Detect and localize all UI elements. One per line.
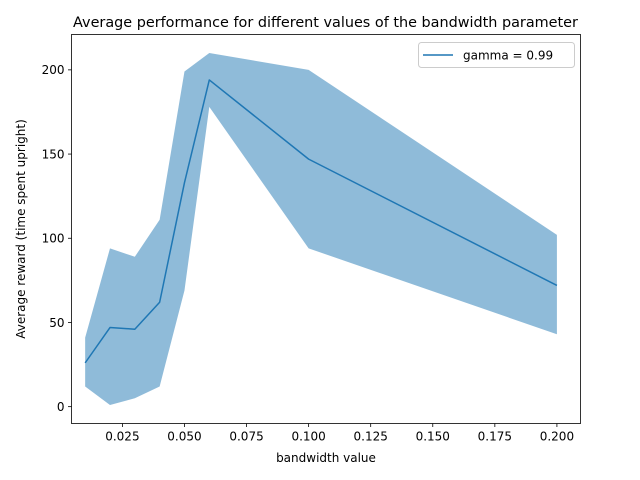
y-tick-label: 100 (42, 232, 65, 246)
x-tick-label: 0.075 (229, 430, 263, 444)
x-axis-label: bandwidth value (276, 451, 376, 465)
y-tick-label: 150 (42, 147, 65, 161)
x-tick-label: 0.150 (416, 430, 450, 444)
plot-frame (71, 34, 581, 424)
x-tick-label: 0.050 (167, 430, 201, 444)
confidence-band (85, 53, 557, 405)
chart-title: Average performance for different values… (73, 15, 578, 31)
legend-label: gamma = 0.99 (463, 49, 553, 63)
y-tick-label: 0 (57, 400, 65, 414)
series-line (84, 79, 558, 364)
y-tick-label: 200 (42, 63, 65, 77)
x-tick-label: 0.100 (291, 430, 325, 444)
y-axis-ticks: 0 50 100 150 200 (42, 63, 72, 414)
x-tick-label: 0.125 (354, 430, 388, 444)
x-tick-label: 0.175 (478, 430, 512, 444)
y-tick-label: 50 (49, 316, 64, 330)
plot-area (84, 53, 558, 405)
y-axis-label: Average reward (time spent upright) (14, 119, 28, 339)
legend-box (418, 42, 575, 68)
x-tick-label: 0.025 (105, 430, 139, 444)
legend: gamma = 0.99 (418, 42, 575, 68)
x-axis-ticks: 0.025 0.050 0.075 0.100 0.125 0.150 0.175 0.200 (105, 423, 574, 444)
x-tick-label: 0.200 (540, 430, 574, 444)
